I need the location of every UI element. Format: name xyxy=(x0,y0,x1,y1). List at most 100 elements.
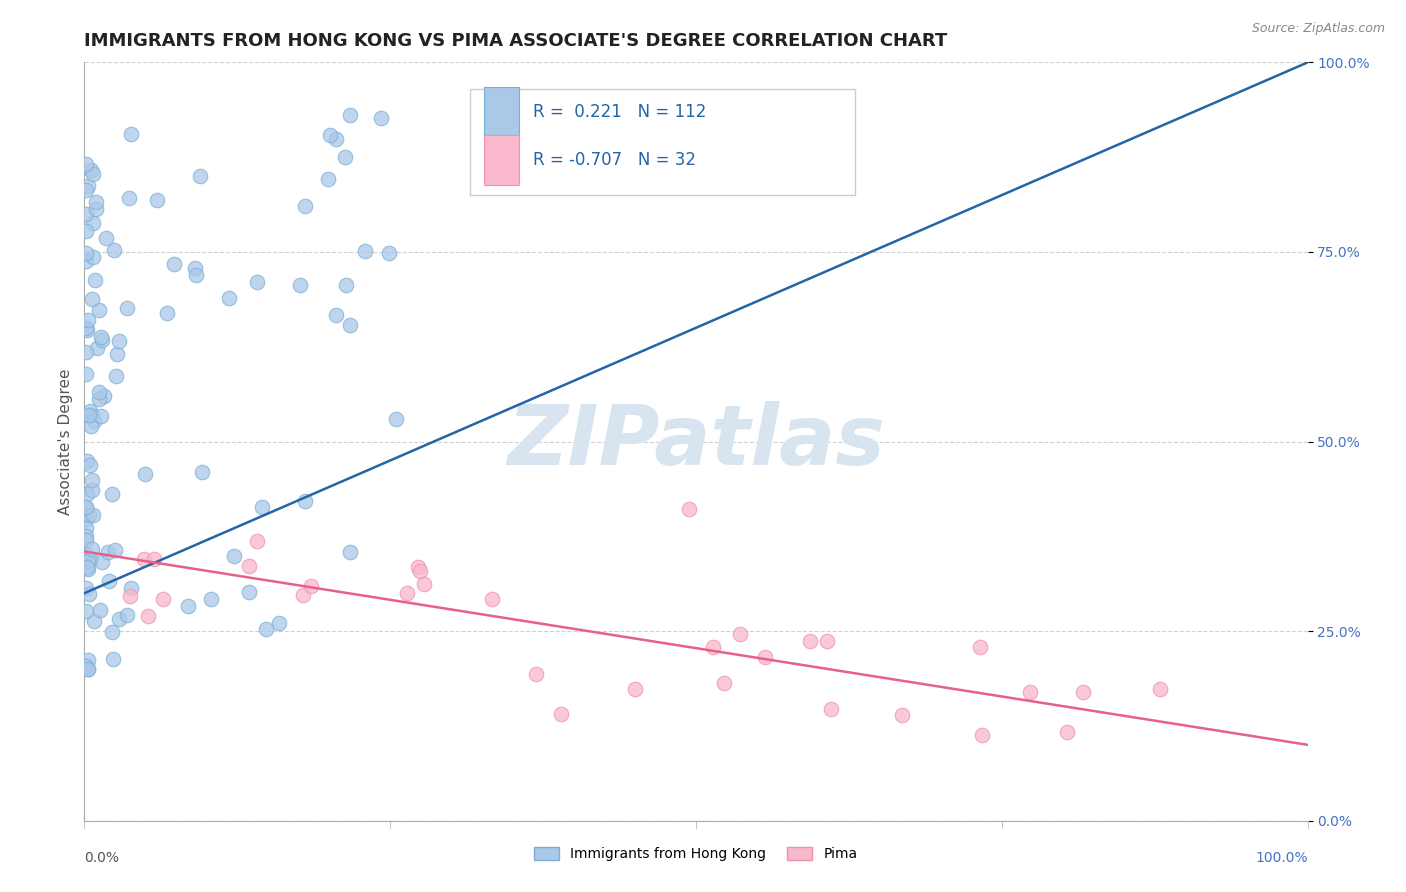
Point xyxy=(134,467,156,481)
Point xyxy=(799,634,821,648)
Point xyxy=(75,521,97,535)
Point xyxy=(200,592,222,607)
Point xyxy=(250,500,273,515)
Point xyxy=(115,607,138,622)
Point xyxy=(77,652,100,666)
Point xyxy=(269,615,291,630)
Point xyxy=(75,512,97,526)
Point xyxy=(93,389,115,403)
Text: IMMIGRANTS FROM HONG KONG VS PIMA ASSOCIATE'S DEGREE CORRELATION CHART: IMMIGRANTS FROM HONG KONG VS PIMA ASSOCI… xyxy=(84,32,948,50)
Text: ZIPatlas: ZIPatlas xyxy=(508,401,884,482)
Y-axis label: Associate's Degree: Associate's Degree xyxy=(58,368,73,515)
FancyBboxPatch shape xyxy=(470,89,855,195)
Point xyxy=(87,385,110,400)
Point xyxy=(120,128,142,142)
Point xyxy=(378,245,401,260)
Point xyxy=(188,169,211,183)
Point xyxy=(353,244,375,258)
Point xyxy=(339,108,361,122)
Point xyxy=(107,334,129,348)
Point xyxy=(481,592,503,607)
Point xyxy=(75,223,97,237)
Point xyxy=(524,666,547,681)
Point xyxy=(138,608,160,623)
Point xyxy=(224,549,246,563)
Point xyxy=(84,195,107,210)
Point xyxy=(969,640,991,655)
Point xyxy=(98,574,121,589)
Point xyxy=(82,168,104,182)
Point xyxy=(76,487,98,501)
Point xyxy=(177,599,200,614)
FancyBboxPatch shape xyxy=(484,87,519,136)
Point xyxy=(105,369,128,384)
Point xyxy=(238,585,260,599)
Point xyxy=(132,552,155,566)
Point xyxy=(75,529,97,543)
Point xyxy=(384,411,406,425)
Point xyxy=(75,207,97,221)
Point xyxy=(75,659,97,673)
Point xyxy=(83,414,105,428)
Point xyxy=(970,728,993,742)
Point xyxy=(288,278,311,293)
Text: R = -0.707   N = 32: R = -0.707 N = 32 xyxy=(533,151,696,169)
Point xyxy=(75,604,97,618)
Point xyxy=(163,257,186,271)
Point xyxy=(90,330,112,344)
Point xyxy=(77,408,100,422)
Point xyxy=(75,500,97,514)
Point xyxy=(75,344,97,359)
Point xyxy=(82,216,104,230)
Point xyxy=(104,543,127,558)
Point xyxy=(702,640,724,655)
FancyBboxPatch shape xyxy=(484,136,519,185)
Point xyxy=(86,341,108,355)
Point xyxy=(115,301,138,315)
Point xyxy=(84,273,107,287)
Point xyxy=(325,132,347,146)
Point xyxy=(80,163,103,178)
Point xyxy=(75,582,97,596)
Point xyxy=(152,591,174,606)
Point xyxy=(97,545,120,559)
Point xyxy=(76,323,98,337)
Point xyxy=(184,261,207,276)
Point xyxy=(86,202,108,216)
Point xyxy=(75,547,97,561)
Point xyxy=(77,508,100,522)
Point xyxy=(728,626,751,640)
Point xyxy=(77,554,100,568)
Point xyxy=(245,276,267,290)
Point xyxy=(75,246,97,260)
Point xyxy=(191,465,214,479)
Point xyxy=(80,408,103,422)
Text: 100.0%: 100.0% xyxy=(1256,851,1308,865)
Point xyxy=(319,128,342,142)
Point xyxy=(156,306,179,320)
Point xyxy=(142,552,165,566)
Point xyxy=(118,191,141,205)
Point xyxy=(413,577,436,591)
Point xyxy=(1149,681,1171,696)
Point xyxy=(80,419,103,434)
Point xyxy=(76,453,98,467)
Point xyxy=(76,562,98,576)
Point xyxy=(76,367,98,381)
Point xyxy=(76,179,98,194)
Text: 0.0%: 0.0% xyxy=(84,851,120,865)
Point xyxy=(79,458,101,472)
Point xyxy=(1056,724,1078,739)
Point xyxy=(90,409,112,424)
Point xyxy=(103,652,125,666)
Point xyxy=(339,318,361,332)
Point xyxy=(396,586,419,600)
Point xyxy=(89,303,111,318)
Point xyxy=(120,581,142,595)
Point xyxy=(550,707,572,722)
Point xyxy=(75,321,97,335)
Point xyxy=(82,250,104,264)
Point xyxy=(77,587,100,601)
Point xyxy=(101,487,124,501)
Point xyxy=(80,292,103,306)
